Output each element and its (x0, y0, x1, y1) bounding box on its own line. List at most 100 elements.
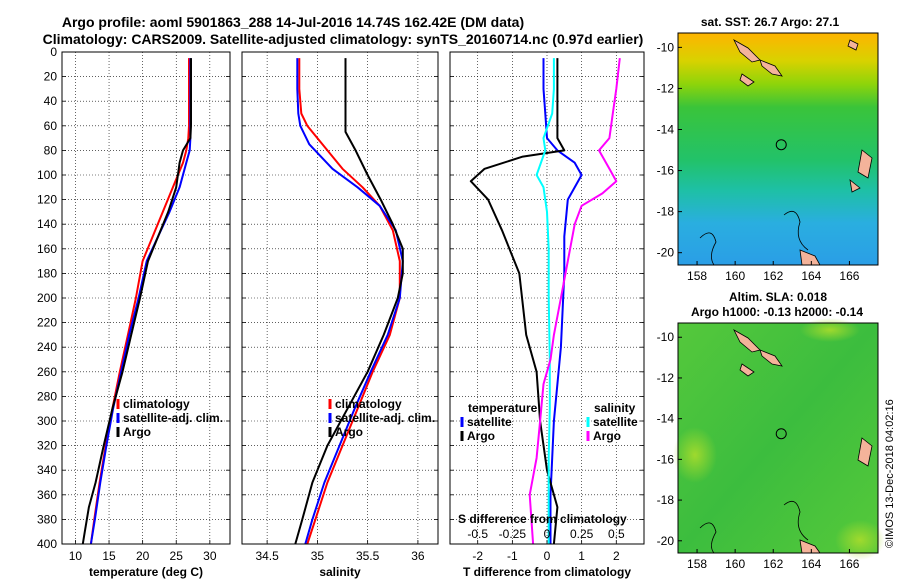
sla-map-axes: 158 160 162 164 166 -10 -12 -14 -16 -18 -20 (657, 330, 860, 571)
secondary-x-tick-label: 0.25 (570, 527, 594, 541)
x-tick-label: 36 (411, 549, 425, 563)
y-tick-label: 160 (37, 242, 57, 256)
legend-label: Argo (123, 425, 151, 439)
map-y-tick-label: -16 (657, 164, 675, 178)
sst-land (733, 38, 873, 266)
map-y-tick-label: -20 (657, 534, 675, 548)
temperature-x-axis-label: temperature (deg C) (89, 565, 203, 579)
map-x-tick-label: 160 (725, 269, 745, 283)
sla-land (733, 328, 873, 554)
y-tick-label: 280 (37, 389, 57, 403)
y-tick-label: 60 (44, 119, 58, 133)
legend-label: satellite (593, 415, 638, 429)
y-tick-label: 80 (44, 143, 58, 157)
sst-map-axes: 158 160 162 164 166 -10 -12 -14 -16 -18 -20 (657, 40, 860, 283)
imos-watermark: ©IMOS 13-Dec-2018 04:02:16 (884, 399, 896, 548)
y-tick-label: 140 (37, 217, 57, 231)
difference-plot-frame (449, 51, 645, 545)
map-y-tick-label: -10 (657, 40, 675, 54)
x-tick-label: 30 (203, 549, 217, 563)
sst-map (677, 32, 879, 266)
map-y-tick-label: -14 (657, 412, 675, 426)
island-shape (857, 149, 873, 179)
reef-contour (699, 522, 717, 554)
temperature-profile-panel: 0 20 40 60 80 100 120 140 160 180 200 220 240 260 280 3… (37, 45, 231, 579)
y-tick-label: 360 (37, 488, 57, 502)
legend-label: Argo (335, 425, 363, 439)
legend-label: climatology (123, 397, 190, 411)
salinity-x-axis-label: salinity (319, 565, 361, 579)
map-y-tick-label: -18 (657, 205, 675, 219)
sst-map-frame (677, 32, 879, 266)
x-tick-label: 35.5 (356, 549, 380, 563)
legend-label: Argo (593, 429, 621, 443)
y-tick-label: 100 (37, 168, 57, 182)
legend-label: satellite-adj. clim. (335, 411, 435, 425)
sla-map-title-line1: Altim. SLA: 0.018 (729, 290, 827, 304)
island-shape (849, 179, 861, 193)
island-shape (739, 73, 755, 87)
x-tick-label: 15 (102, 549, 116, 563)
reef-contour (699, 232, 717, 266)
series-line-s-satellite (535, 58, 555, 544)
sla-map-title-line2: Argo h1000: -0.13 h2000: -0.14 (691, 305, 863, 319)
map-x-tick-label: 162 (763, 269, 783, 283)
y-tick-label: 400 (37, 537, 57, 551)
sst-map-title: sat. SST: 26.7 Argo: 27.1 (701, 15, 840, 29)
salinity-plot-background (242, 52, 438, 544)
x-tick-label: 0 (544, 549, 551, 563)
y-tick-label: 20 (44, 70, 58, 84)
x-tick-label: 1 (578, 549, 585, 563)
map-x-tick-label: 160 (725, 557, 745, 571)
temperature-plot-frame (61, 51, 231, 545)
salinity-plot-frame (241, 51, 439, 545)
legend-title: temperature (468, 401, 538, 415)
sla-anomaly-patch (673, 427, 717, 483)
island-shape (847, 39, 859, 51)
island-shape (759, 349, 783, 367)
legend-label: satellite-adj. clim. (123, 411, 223, 425)
y-tick-label: 180 (37, 266, 57, 280)
header-title-line2: Climatology: CARS2009. Satellite-adjuste… (43, 31, 644, 47)
y-tick-label: 320 (37, 439, 57, 453)
x-tick-label: 25 (170, 549, 184, 563)
y-tick-label: 40 (44, 94, 58, 108)
sla-map (673, 318, 885, 560)
island-shape (733, 328, 761, 353)
map-y-tick-label: -14 (657, 122, 675, 136)
legend-label: climatology (335, 397, 402, 411)
map-y-tick-label: -10 (657, 330, 675, 344)
island-shape (857, 437, 873, 467)
legend-label: satellite (467, 415, 512, 429)
map-y-tick-label: -20 (657, 246, 675, 260)
map-y-tick-label: -12 (657, 81, 675, 95)
x-tick-label: 2 (613, 549, 620, 563)
secondary-x-tick-label: -0.5 (467, 527, 488, 541)
y-tick-label: 0 (50, 45, 57, 59)
series-line-s-argo (528, 57, 621, 545)
secondary-x-tick-label: 0 (544, 527, 551, 541)
header-title-line1: Argo profile: aoml 5901863_288 14-Jul-20… (62, 14, 524, 30)
map-x-tick-label: 162 (763, 557, 783, 571)
y-tick-label: 240 (37, 340, 57, 354)
map-x-tick-label: 166 (839, 557, 859, 571)
series-line-t-argo (469, 58, 566, 545)
legend-label: Argo (467, 429, 495, 443)
reef-contour (783, 500, 809, 541)
series-line-climatology (298, 58, 401, 545)
sla-anomaly-patch (800, 318, 860, 342)
reef-contour (783, 210, 809, 251)
secondary-x-tick-label: -0.25 (499, 527, 527, 541)
x-tick-label: 35 (311, 549, 325, 563)
series-line-argo (81, 58, 192, 545)
x-tick-label: -2 (472, 549, 483, 563)
map-y-tick-label: -16 (657, 452, 675, 466)
x-tick-label: 34.5 (255, 549, 279, 563)
y-tick-label: 380 (37, 512, 57, 526)
salinity-profile-panel: 34.5 35 35.5 36 salinity climatologysatellite… (241, 51, 439, 579)
argo-float-marker (775, 139, 787, 151)
argo-float-marker (775, 428, 787, 440)
difference-profile-panel: -2 -1 0 1 2 T difference from climatology temp… (449, 51, 645, 579)
y-tick-label: 220 (37, 316, 57, 330)
